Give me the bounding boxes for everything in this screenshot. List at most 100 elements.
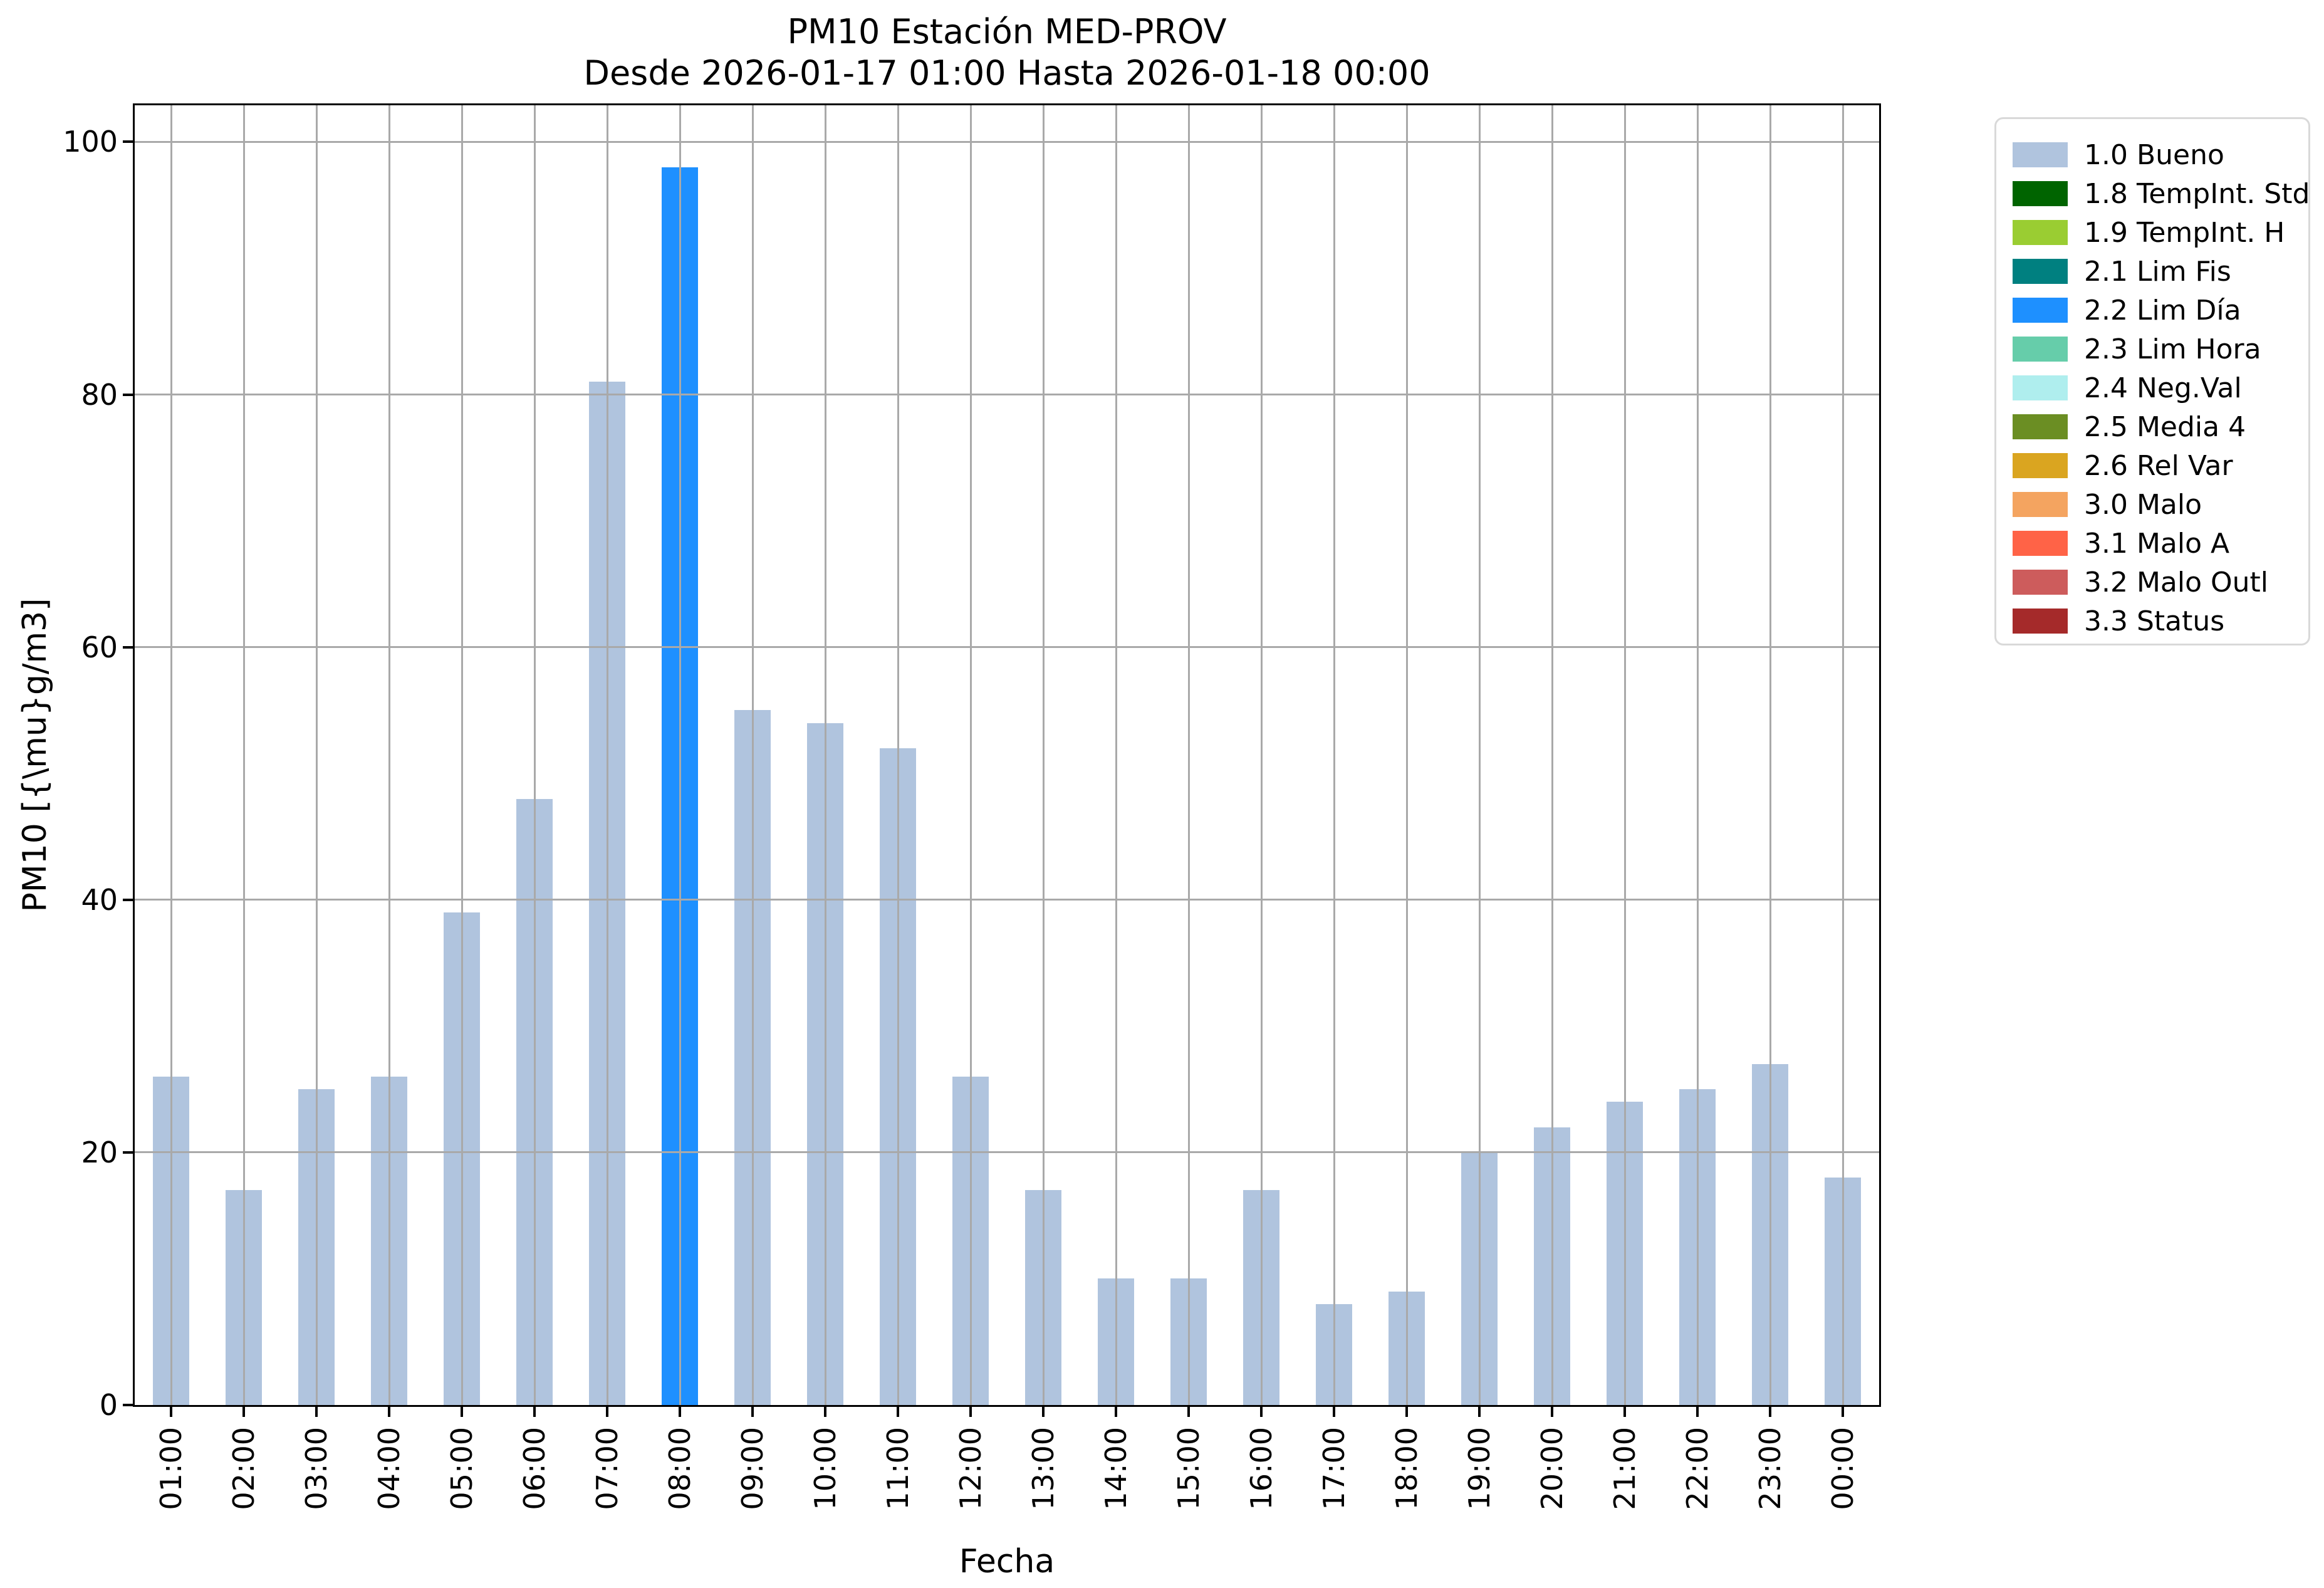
x-tick-mark	[1623, 1407, 1626, 1417]
v-gridline	[969, 105, 972, 1405]
v-gridline	[1042, 105, 1045, 1405]
y-tick-mark	[123, 140, 133, 144]
v-gridline	[1842, 105, 1844, 1405]
x-tick-label: 15:00	[1172, 1427, 1206, 1510]
legend-label: 1.8 TempInt. Std	[2084, 177, 2310, 210]
x-tick-mark	[1769, 1407, 1771, 1417]
plot-area	[133, 103, 1881, 1407]
x-tick-label: 03:00	[300, 1427, 333, 1510]
y-tick-mark	[123, 1151, 133, 1154]
legend-swatch	[2013, 492, 2068, 517]
legend-swatch	[2013, 142, 2068, 167]
legend-swatch	[2013, 337, 2068, 362]
h-gridline	[135, 899, 1879, 901]
x-tick-label: 09:00	[736, 1427, 769, 1510]
x-axis-label: Fecha	[959, 1543, 1055, 1580]
h-gridline	[135, 1151, 1879, 1154]
legend-label: 2.4 Neg.Val	[2084, 372, 2242, 404]
y-tick-label: 100	[63, 125, 118, 159]
v-gridline	[1551, 105, 1553, 1405]
x-tick-mark	[170, 1407, 172, 1417]
x-tick-label: 21:00	[1608, 1427, 1642, 1510]
x-tick-label: 16:00	[1244, 1427, 1278, 1510]
legend-swatch	[2013, 375, 2068, 400]
x-tick-label: 04:00	[372, 1427, 406, 1510]
v-gridline	[1623, 105, 1626, 1405]
x-tick-label: 08:00	[663, 1427, 697, 1510]
x-tick-label: 23:00	[1753, 1427, 1787, 1510]
legend-label: 3.3 Status	[2084, 605, 2225, 637]
h-gridline	[135, 646, 1879, 649]
v-gridline	[679, 105, 681, 1405]
y-tick-label: 60	[81, 630, 118, 664]
legend-label: 2.6 Rel Var	[2084, 449, 2233, 482]
legend-row: 3.3 Status	[2013, 602, 2308, 640]
v-gridline	[1187, 105, 1190, 1405]
x-tick-label: 02:00	[227, 1427, 261, 1510]
x-tick-mark	[533, 1407, 536, 1417]
v-gridline	[1405, 105, 1408, 1405]
legend-row: 2.3 Lim Hora	[2013, 330, 2308, 368]
legend-swatch	[2013, 609, 2068, 634]
v-gridline	[388, 105, 390, 1405]
y-tick-mark	[123, 645, 133, 649]
x-tick-label: 17:00	[1317, 1427, 1351, 1510]
legend-row: 1.9 TempInt. H	[2013, 213, 2308, 252]
legend-row: 2.2 Lim Día	[2013, 291, 2308, 330]
chart-subtitle: Desde 2026-01-17 01:00 Hasta 2026-01-18 …	[583, 53, 1430, 93]
legend-swatch	[2013, 220, 2068, 245]
legend-row: 2.6 Rel Var	[2013, 446, 2308, 485]
x-tick-label: 22:00	[1680, 1427, 1714, 1510]
legend-swatch	[2013, 298, 2068, 323]
legend: 1.0 Bueno 1.8 TempInt. Std 1.9 TempInt. H 2…	[1994, 117, 2310, 645]
x-tick-mark	[1696, 1407, 1699, 1417]
x-tick-mark	[969, 1407, 972, 1417]
x-tick-label: 13:00	[1026, 1427, 1060, 1510]
legend-label: 1.0 Bueno	[2084, 138, 2224, 171]
x-tick-label: 14:00	[1099, 1427, 1133, 1510]
legend-label: 1.9 TempInt. H	[2084, 216, 2285, 249]
legend-row: 3.2 Malo Outl	[2013, 563, 2308, 602]
legend-swatch	[2013, 181, 2068, 206]
x-tick-mark	[897, 1407, 899, 1417]
v-gridline	[315, 105, 318, 1405]
v-gridline	[242, 105, 245, 1405]
y-tick-label: 0	[99, 1388, 118, 1422]
v-gridline	[606, 105, 608, 1405]
legend-label: 3.2 Malo Outl	[2084, 566, 2269, 598]
legend-row: 1.8 TempInt. Std	[2013, 174, 2310, 213]
v-gridline	[1333, 105, 1335, 1405]
y-tick-mark	[123, 393, 133, 396]
v-gridline	[170, 105, 172, 1405]
legend-label: 2.2 Lim Día	[2084, 294, 2241, 326]
h-gridline	[135, 394, 1879, 396]
y-axis-label: PM10 [{\mu}g/m3]	[16, 598, 54, 912]
legend-row: 1.0 Bueno	[2013, 135, 2308, 174]
y-tick-label: 20	[81, 1135, 118, 1169]
v-gridline	[751, 105, 754, 1405]
chart-title: PM10 Estación MED-PROV	[787, 12, 1227, 51]
legend-swatch	[2013, 259, 2068, 284]
y-tick-label: 80	[81, 377, 118, 412]
x-tick-label: 01:00	[154, 1427, 188, 1510]
legend-swatch	[2013, 414, 2068, 439]
chart-title-block: PM10 Estación MED-PROV Desde 2026-01-17 …	[133, 11, 1881, 94]
x-tick-mark	[1551, 1407, 1553, 1417]
v-gridline	[533, 105, 536, 1405]
x-tick-mark	[1842, 1407, 1844, 1417]
legend-label: 2.1 Lim Fis	[2084, 255, 2231, 288]
y-tick-label: 40	[81, 882, 118, 917]
x-tick-mark	[242, 1407, 245, 1417]
x-tick-mark	[679, 1407, 681, 1417]
legend-label: 3.0 Malo	[2084, 488, 2202, 521]
x-tick-mark	[1405, 1407, 1408, 1417]
x-tick-mark	[1115, 1407, 1117, 1417]
x-tick-label: 11:00	[881, 1427, 915, 1510]
x-tick-mark	[606, 1407, 608, 1417]
v-gridline	[1478, 105, 1481, 1405]
x-tick-mark	[461, 1407, 463, 1417]
legend-row: 2.4 Neg.Val	[2013, 368, 2308, 407]
x-tick-mark	[1042, 1407, 1045, 1417]
x-tick-label: 20:00	[1535, 1427, 1569, 1510]
